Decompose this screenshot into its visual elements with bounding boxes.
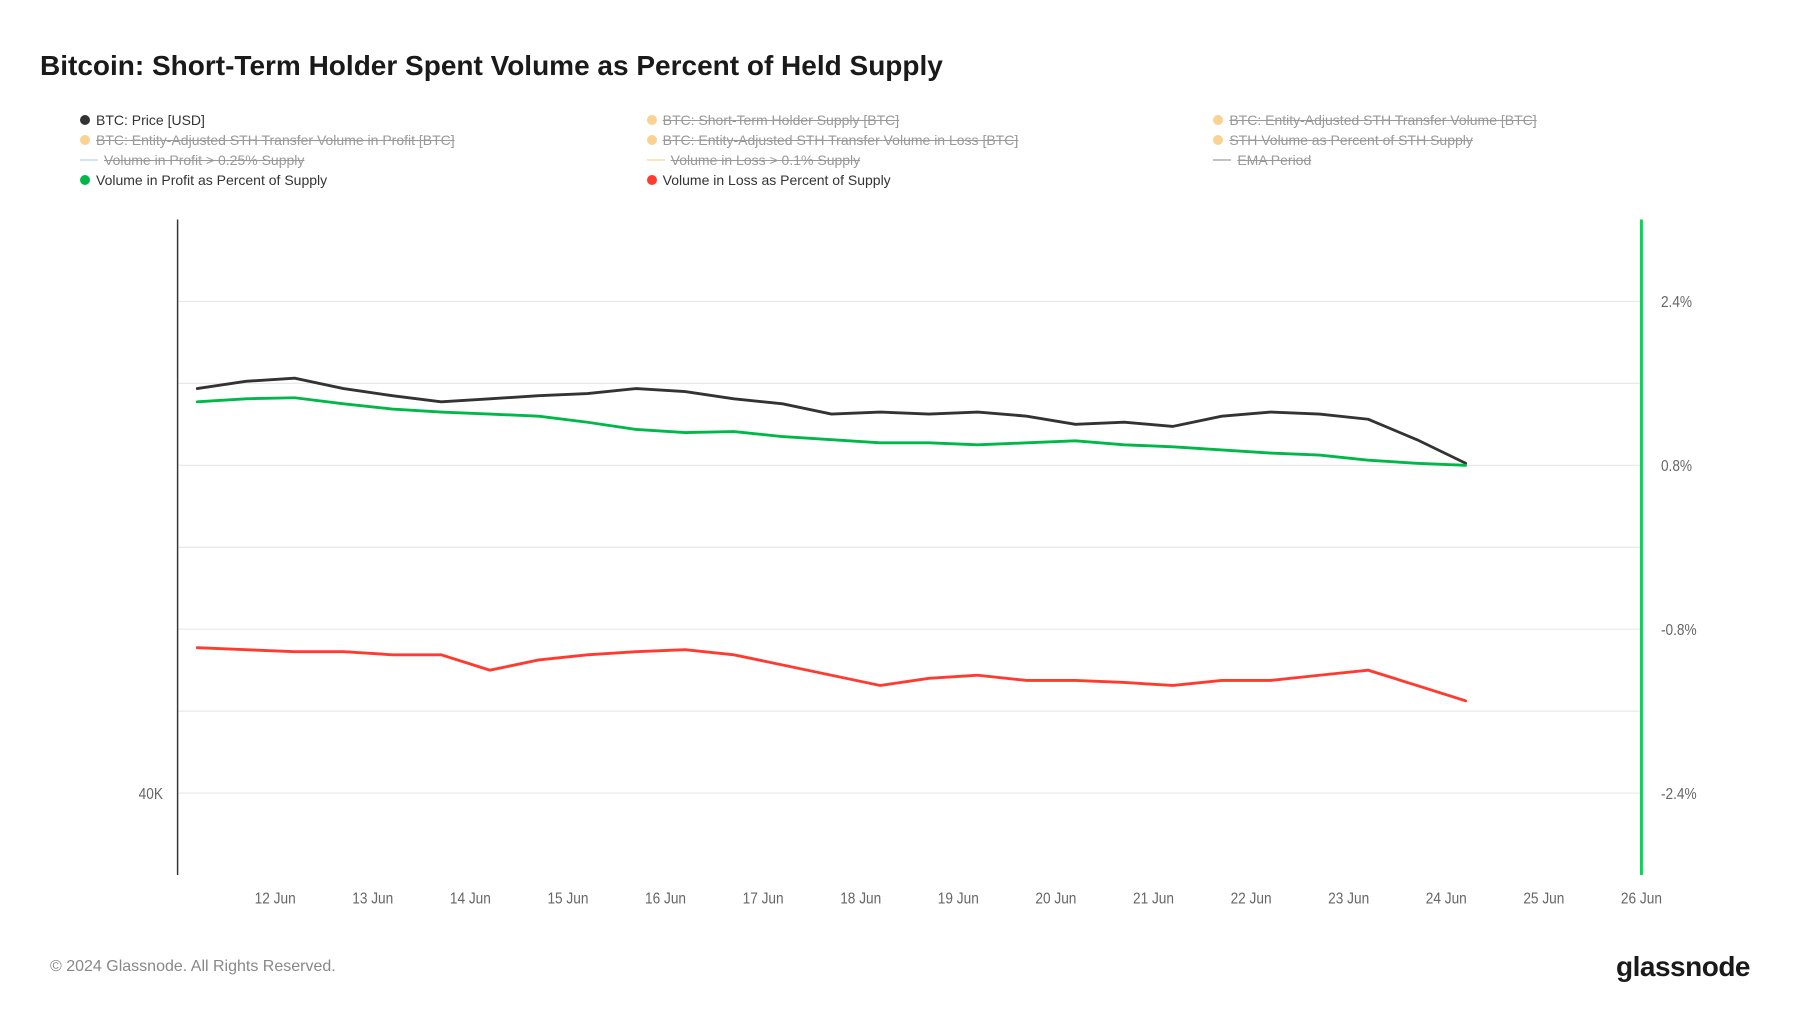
svg-text:12 Jun: 12 Jun xyxy=(255,890,296,908)
legend-dot-icon xyxy=(647,115,657,125)
legend-item[interactable]: BTC: Price [USD] xyxy=(80,112,627,128)
svg-text:21 Jun: 21 Jun xyxy=(1133,890,1174,908)
svg-text:26 Jun: 26 Jun xyxy=(1621,890,1662,908)
svg-text:2.4%: 2.4% xyxy=(1661,293,1692,311)
svg-text:23 Jun: 23 Jun xyxy=(1328,890,1369,908)
svg-text:16 Jun: 16 Jun xyxy=(645,890,686,908)
chart-title: Bitcoin: Short-Term Holder Spent Volume … xyxy=(40,50,1760,82)
svg-text:13 Jun: 13 Jun xyxy=(352,890,393,908)
series-profit xyxy=(197,398,1466,466)
legend-label: BTC: Entity-Adjusted STH Transfer Volume… xyxy=(1229,112,1536,128)
legend-dot-icon xyxy=(647,135,657,145)
svg-text:22 Jun: 22 Jun xyxy=(1231,890,1272,908)
legend-dot-icon xyxy=(1213,135,1223,145)
svg-text:25 Jun: 25 Jun xyxy=(1523,890,1564,908)
svg-text:18 Jun: 18 Jun xyxy=(840,890,881,908)
svg-text:-0.8%: -0.8% xyxy=(1661,621,1697,639)
legend-label: Volume in Profit as Percent of Supply xyxy=(96,172,327,188)
svg-text:24 Jun: 24 Jun xyxy=(1426,890,1467,908)
legend-item[interactable]: BTC: Entity-Adjusted STH Transfer Volume… xyxy=(1213,112,1760,128)
legend-label: BTC: Entity-Adjusted STH Transfer Volume… xyxy=(96,132,455,148)
svg-text:0.8%: 0.8% xyxy=(1661,457,1692,475)
legend-dot-icon xyxy=(80,115,90,125)
svg-text:15 Jun: 15 Jun xyxy=(547,890,588,908)
legend-dot-icon xyxy=(647,175,657,185)
svg-text:19 Jun: 19 Jun xyxy=(938,890,979,908)
svg-text:14 Jun: 14 Jun xyxy=(450,890,491,908)
legend-dot-icon xyxy=(80,135,90,145)
legend-item[interactable]: BTC: Short-Term Holder Supply [BTC] xyxy=(647,112,1194,128)
chart-area: 2.4% 0.8% -0.8% -2.4% 40K 12 Jun 13 Jun 14 Jun 1… xyxy=(80,208,1700,921)
legend-dot-icon xyxy=(80,175,90,185)
svg-text:17 Jun: 17 Jun xyxy=(743,890,784,908)
svg-text:-2.4%: -2.4% xyxy=(1661,785,1697,803)
legend-item[interactable]: STH Volume as Percent of STH Supply xyxy=(1213,132,1760,148)
legend-label: EMA Period xyxy=(1237,152,1311,168)
legend-dot-icon xyxy=(1213,115,1223,125)
brand-logo: glassnode xyxy=(1616,951,1750,983)
legend-label: BTC: Short-Term Holder Supply [BTC] xyxy=(663,112,900,128)
footer: © 2024 Glassnode. All Rights Reserved. g… xyxy=(40,951,1760,983)
chart-svg: 2.4% 0.8% -0.8% -2.4% 40K 12 Jun 13 Jun 14 Jun 1… xyxy=(80,208,1700,921)
legend-label: Volume in Loss > 0.1% Supply xyxy=(671,152,861,168)
legend-item[interactable]: BTC: Entity-Adjusted STH Transfer Volume… xyxy=(80,132,627,148)
legend-line-icon xyxy=(80,159,98,161)
legend-label: Volume in Profit > 0.25% Supply xyxy=(104,152,304,168)
copyright-text: © 2024 Glassnode. All Rights Reserved. xyxy=(50,958,336,976)
series-loss xyxy=(197,648,1466,701)
svg-text:20 Jun: 20 Jun xyxy=(1035,890,1076,908)
legend-item[interactable]: Volume in Loss as Percent of Supply xyxy=(647,172,1194,188)
legend-label: STH Volume as Percent of STH Supply xyxy=(1229,132,1473,148)
legend-label: BTC: Entity-Adjusted STH Transfer Volume… xyxy=(663,132,1019,148)
legend-item[interactable]: BTC: Entity-Adjusted STH Transfer Volume… xyxy=(647,132,1194,148)
legend-item[interactable]: EMA Period xyxy=(1213,152,1760,168)
legend-item[interactable]: Volume in Profit as Percent of Supply xyxy=(80,172,627,188)
svg-text:40K: 40K xyxy=(139,785,163,803)
legend-label: BTC: Price [USD] xyxy=(96,112,205,128)
legend-label: Volume in Loss as Percent of Supply xyxy=(663,172,891,188)
legend-line-icon xyxy=(647,159,665,161)
legend-item[interactable]: Volume in Loss > 0.1% Supply xyxy=(647,152,1194,168)
legend-line-icon xyxy=(1213,159,1231,161)
series-price xyxy=(197,378,1466,463)
legend-item[interactable]: Volume in Profit > 0.25% Supply xyxy=(80,152,627,168)
legend: BTC: Price [USD] BTC: Short-Term Holder S… xyxy=(40,112,1760,188)
